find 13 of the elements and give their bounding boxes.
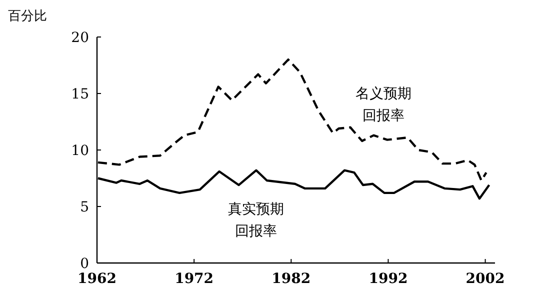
- series-label: 真实预期回报率: [228, 201, 284, 240]
- y-axis-title: 百分比: [8, 9, 47, 24]
- series-label: 名义预期回报率: [356, 86, 412, 124]
- x-tick-label: 1962: [78, 271, 116, 287]
- y-tick-label: 10: [71, 142, 89, 159]
- x-tick-label: 2002: [466, 271, 505, 287]
- x-tick-label: 1982: [272, 271, 311, 287]
- y-tick-label: 0: [80, 256, 89, 272]
- y-tick-label: 5: [80, 199, 89, 216]
- x-tick-label: 1992: [368, 271, 408, 287]
- y-tick-label: 15: [71, 86, 89, 102]
- y-tick-label: 20: [71, 30, 89, 46]
- x-tick-label: 1972: [174, 271, 214, 287]
